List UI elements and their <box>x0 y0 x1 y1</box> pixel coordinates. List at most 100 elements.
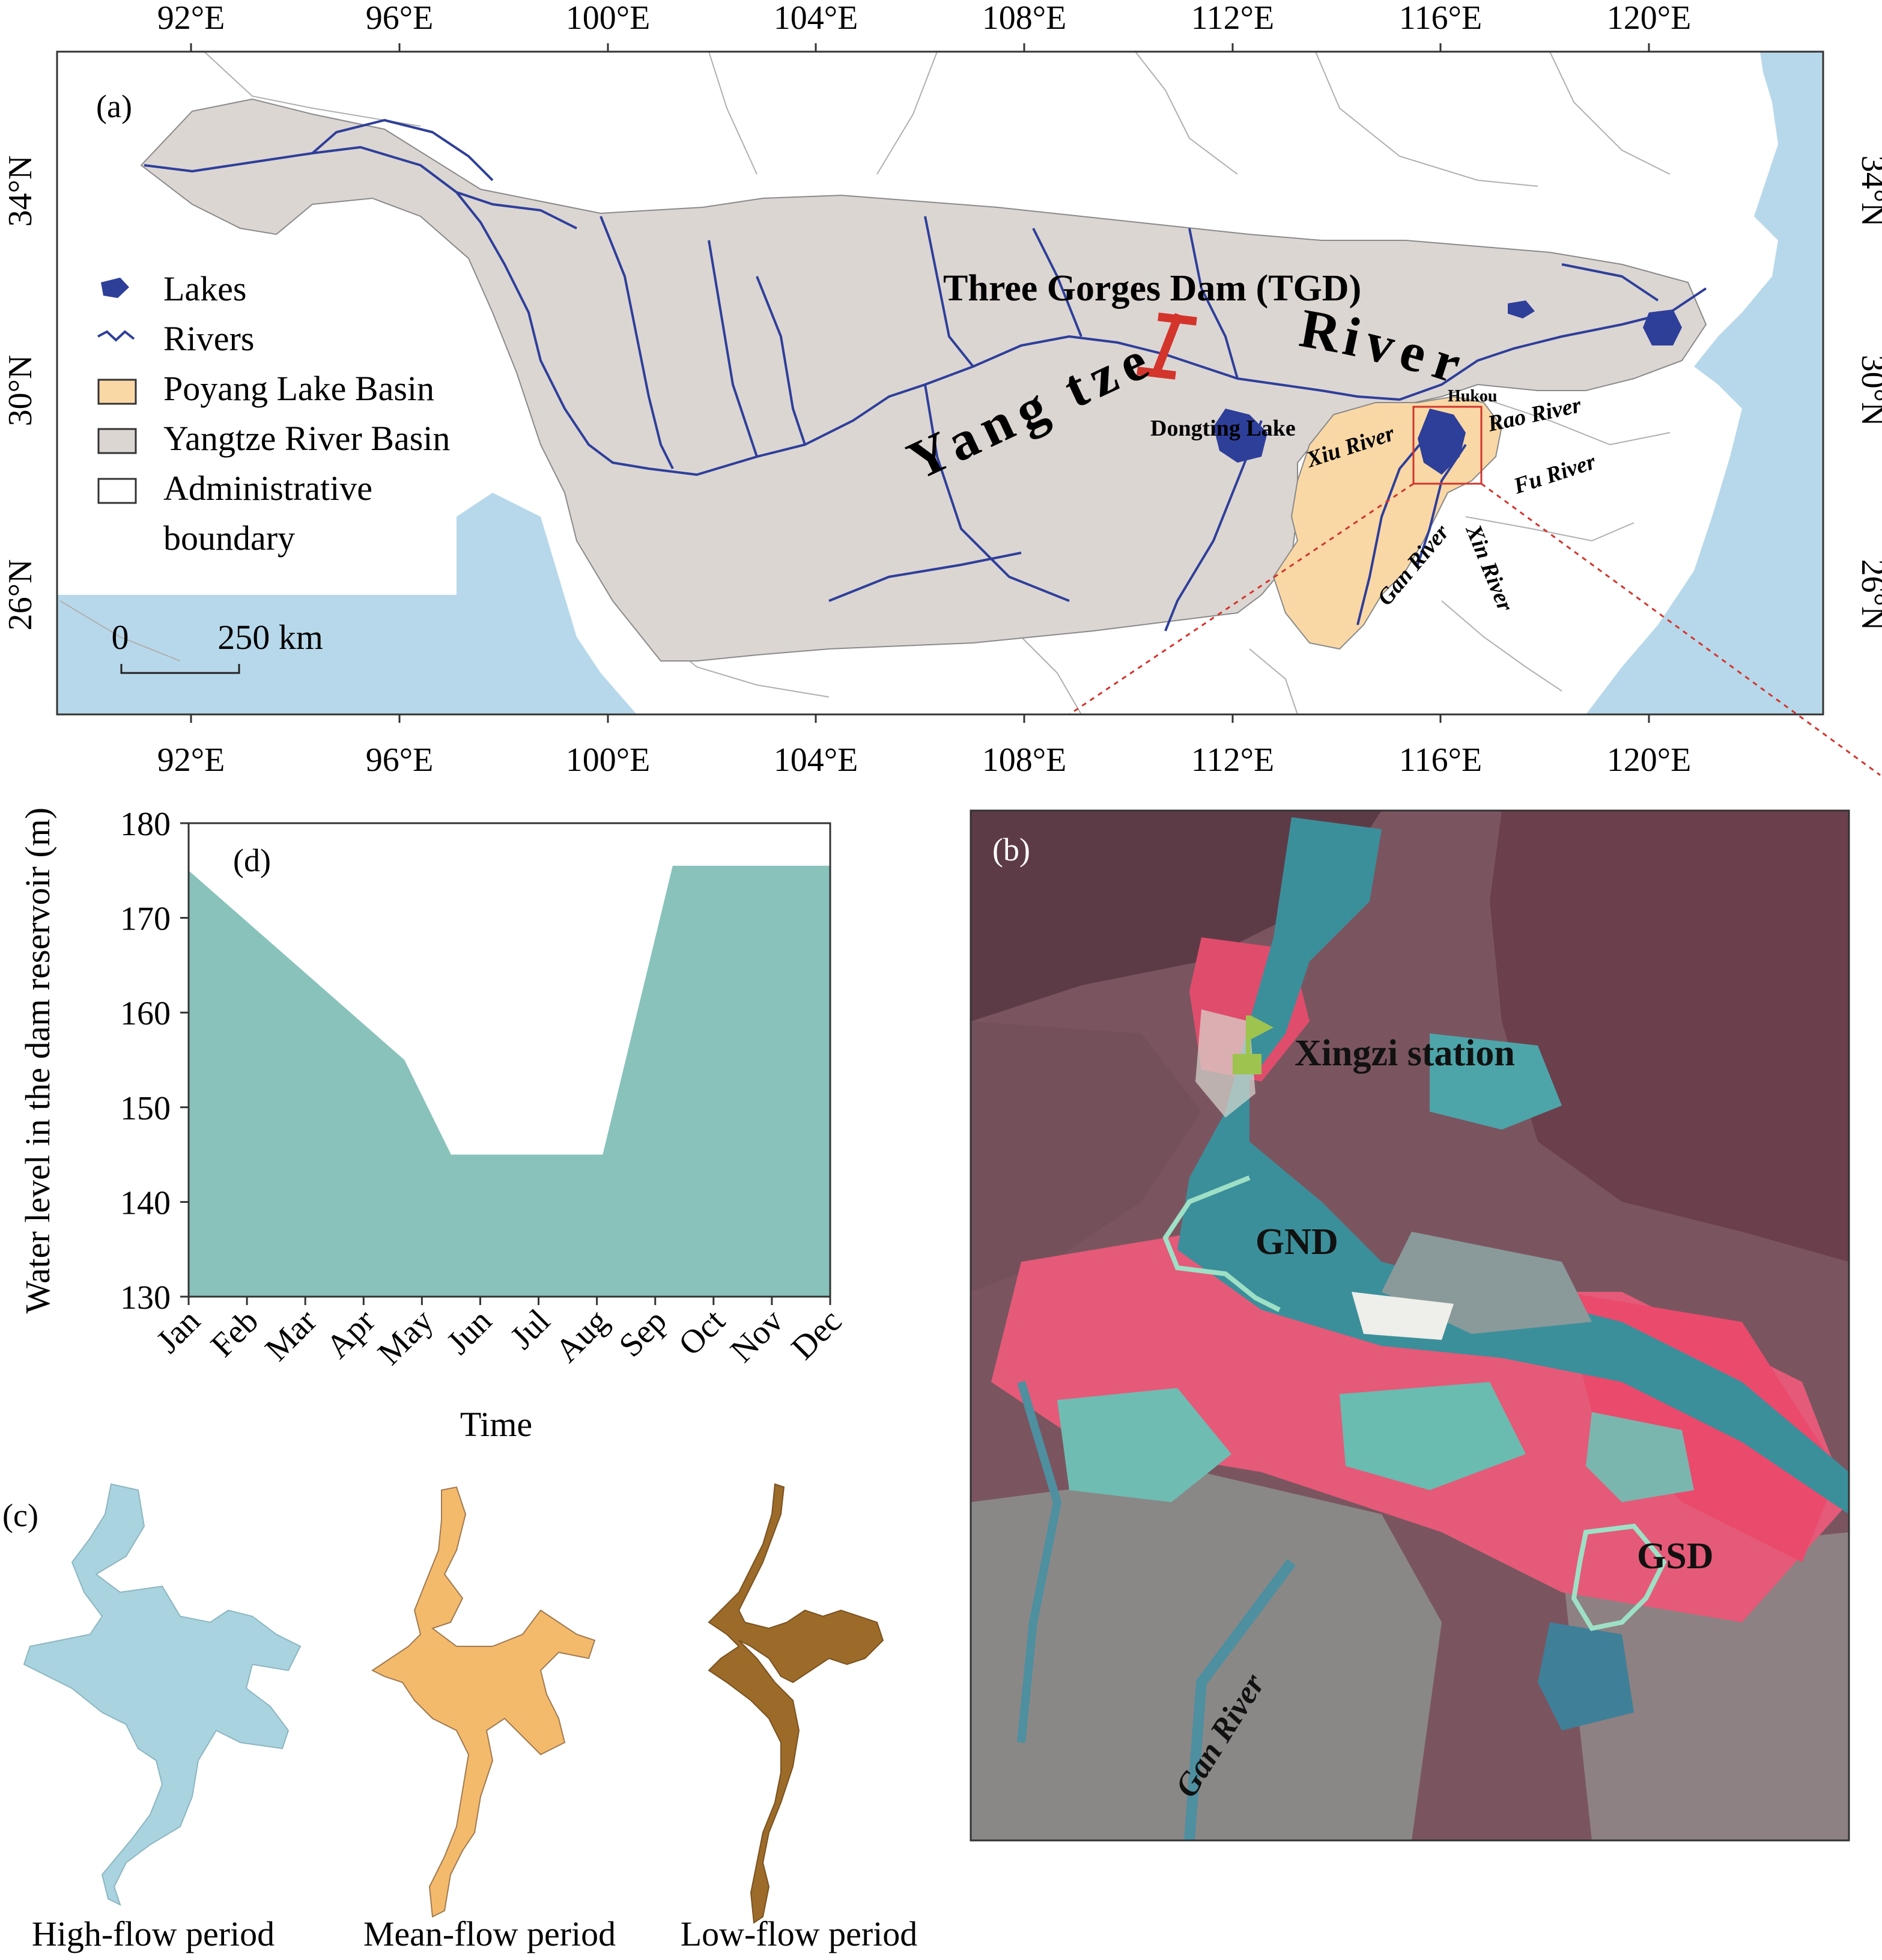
low-flow-label: Low-flow period <box>681 1914 918 1953</box>
y-tick-label: 150 <box>120 1090 171 1127</box>
tgd-label: Three Gorges Dam (TGD) <box>943 268 1361 309</box>
legend-poyang-swatch <box>97 379 137 405</box>
dongting-lake-label: Dongting Lake <box>1150 416 1296 441</box>
poyang-inset-box <box>1412 406 1483 485</box>
x-tick-label-jul: Jul <box>503 1302 557 1356</box>
x-tick-label-nov: Nov <box>723 1302 791 1369</box>
gsd-label: GSD <box>1637 1536 1713 1577</box>
svg-text:108°E: 108°E <box>982 741 1067 779</box>
svg-text:30°N: 30°N <box>1854 355 1882 427</box>
y-axis-ticks: 130 140 150 160 170 180 <box>120 806 189 1316</box>
svg-text:250 km: 250 km <box>217 618 323 657</box>
x-tick-label-dec: Dec <box>785 1302 849 1367</box>
mean-flow-shape <box>371 1486 596 1918</box>
yangtze-basin-map: (a) 92°E 96°E 100°E 104°E 108°E 112°E 11… <box>2 0 1882 779</box>
panel-label-d: (d) <box>233 842 271 878</box>
svg-text:boundary: boundary <box>163 519 295 558</box>
sea-east <box>1586 52 1823 714</box>
x-axis-label: Time <box>460 1405 532 1444</box>
svg-text:116°E: 116°E <box>1399 741 1483 779</box>
chaohu-lake-shape <box>1508 300 1535 318</box>
panel-label-a: (a) <box>96 88 132 124</box>
map-legend: Lakes Rivers Poyang Lake Basin Yangtze R… <box>75 252 450 595</box>
svg-text:120°E: 120°E <box>1607 0 1692 37</box>
x-tick-label-apr: Apr <box>319 1302 383 1366</box>
legend-rivers-symbol <box>97 330 135 342</box>
svg-text:112°E: 112°E <box>1191 741 1275 779</box>
lon-ticks-top: 92°E 96°E 100°E 104°E 108°E 112°E 116°E … <box>157 0 1692 37</box>
y-tick-label: 160 <box>120 995 171 1032</box>
gsd-outline <box>1571 1523 1667 1631</box>
zoom-line-left <box>1069 482 1414 716</box>
dongting-lake-shape <box>1213 409 1267 463</box>
rivers <box>144 119 1707 632</box>
panel-label-b: (b) <box>992 832 1030 868</box>
hukou-label: Hukou <box>1448 387 1498 406</box>
lake-extent-shapes: (c) High-flow period Mean-flow period Lo… <box>2 1483 918 1953</box>
x-tick-label-mar: Mar <box>258 1302 324 1368</box>
lakes <box>1213 300 1682 475</box>
svg-text:120°E: 120°E <box>1607 741 1692 779</box>
xingzi-station-label: Xingzi station <box>1295 1033 1515 1074</box>
low-flow-shape <box>708 1483 884 1924</box>
svg-text:Yangtze River Basin: Yangtze River Basin <box>163 419 450 458</box>
satellite-border <box>970 809 1850 1842</box>
svg-text:104°E: 104°E <box>774 0 858 37</box>
svg-text:0: 0 <box>112 618 129 657</box>
svg-text:34°N: 34°N <box>2 156 39 227</box>
x-tick-label-feb: Feb <box>204 1302 266 1364</box>
map-border <box>56 50 1824 716</box>
svg-text:104°E: 104°E <box>774 741 858 779</box>
x-tick-label-oct: Oct <box>672 1302 732 1363</box>
yangtze-main-river <box>144 146 1707 476</box>
x-tick-label-jun: Jun <box>440 1302 499 1362</box>
svg-text:Administrative: Administrative <box>163 469 372 508</box>
scale-bar: 0 250 km <box>112 618 323 674</box>
gnd-label: GND <box>1255 1222 1338 1262</box>
high-flow-shape <box>23 1483 302 1906</box>
gnd-outline <box>1162 1175 1281 1312</box>
mean-flow-label: Mean-flow period <box>363 1914 616 1953</box>
y-tick-label: 180 <box>120 806 171 843</box>
svg-text:Lakes: Lakes <box>163 269 247 308</box>
lat-ticks-right: 34°N 30°N 26°N <box>1854 156 1882 631</box>
lat-ticks-left: 34°N 30°N 26°N <box>2 156 39 631</box>
y-tick-label: 170 <box>120 901 171 938</box>
x-tick-label-may: May <box>371 1302 440 1372</box>
y-tick-label: 140 <box>120 1184 171 1222</box>
legend-admin-swatch <box>97 478 137 504</box>
svg-text:112°E: 112°E <box>1191 0 1275 37</box>
plot-frame <box>187 822 831 1298</box>
svg-text:26°N: 26°N <box>1854 559 1882 631</box>
svg-text:34°N: 34°N <box>1854 156 1882 227</box>
x-tick-label-sep: Sep <box>612 1302 674 1364</box>
sea-southwest <box>57 493 637 714</box>
svg-text:Rivers: Rivers <box>163 319 254 358</box>
high-flow-label: High-flow period <box>32 1914 275 1953</box>
svg-text:92°E: 92°E <box>157 741 225 779</box>
y-tick-label: 130 <box>120 1279 171 1316</box>
taihu-lake-shape <box>1643 309 1682 345</box>
svg-text:30°N: 30°N <box>2 355 39 427</box>
administrative-boundaries <box>59 51 1671 715</box>
svg-text:26°N: 26°N <box>2 559 39 631</box>
poyang-lake-shape <box>1418 409 1466 475</box>
legend-lakes-symbol <box>101 278 129 298</box>
svg-text:100°E: 100°E <box>566 741 651 779</box>
svg-text:108°E: 108°E <box>982 0 1067 37</box>
panel-label-c: (c) <box>2 1497 38 1533</box>
xingzi-station-icon <box>1233 1015 1273 1074</box>
three-gorges-dam-marker <box>1137 312 1197 380</box>
svg-text:96°E: 96°E <box>366 741 434 779</box>
svg-text:92°E: 92°E <box>157 0 225 37</box>
legend-yangtze-swatch <box>97 428 137 454</box>
lon-ticks-bottom: 92°E 96°E 100°E 104°E 108°E 112°E 116°E … <box>157 741 1692 779</box>
gan-river-satellite-label: Gan River <box>1168 1667 1272 1803</box>
svg-text:116°E: 116°E <box>1399 0 1483 37</box>
lon-tick-marks <box>190 43 1650 723</box>
y-axis-label: Water level in the dam reservoir (m) <box>18 808 57 1313</box>
x-tick-label-aug: Aug <box>548 1302 616 1369</box>
water-level-area <box>189 865 830 1297</box>
